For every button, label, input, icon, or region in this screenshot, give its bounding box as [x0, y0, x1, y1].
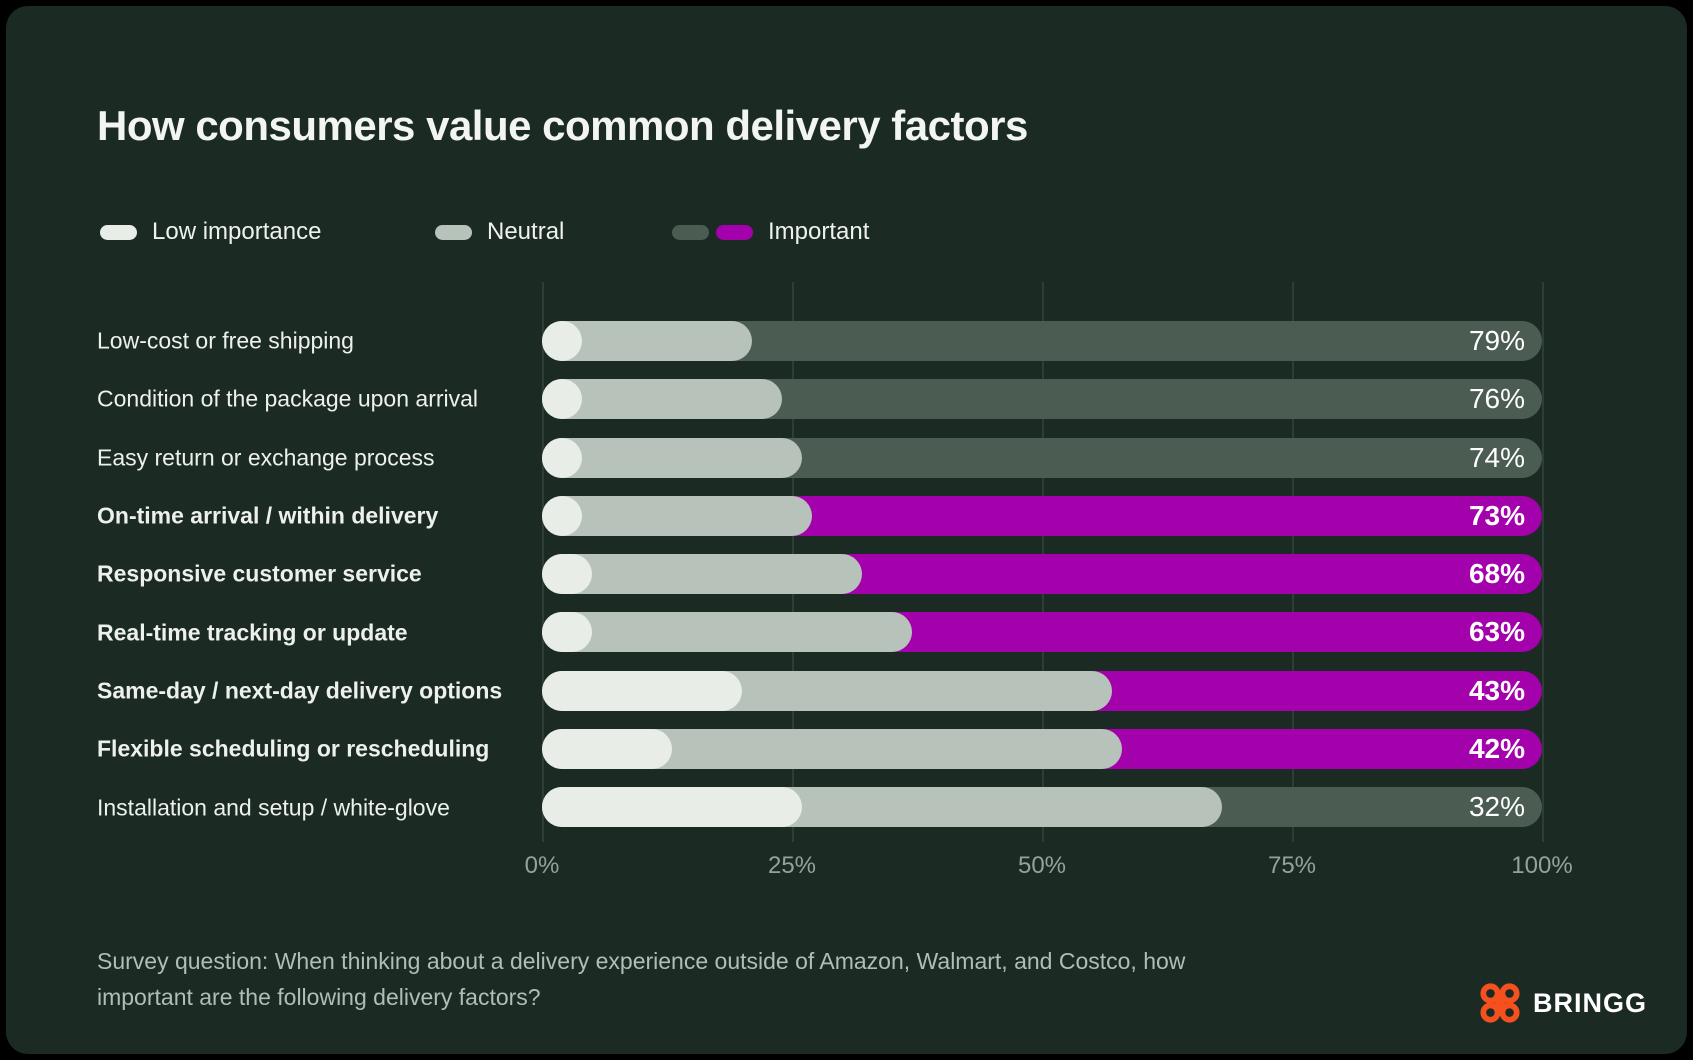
- x-axis-tick-label: 75%: [1267, 852, 1317, 879]
- chart-row: Low-cost or free shipping 79%: [97, 312, 1542, 370]
- segment-neutral: [542, 437, 802, 478]
- important-value-label: 73%: [1468, 499, 1525, 531]
- legend-item-neutral: Neutral: [435, 218, 564, 246]
- x-axis-tick-label: 50%: [1017, 852, 1067, 879]
- important-value-label: 32%: [1468, 791, 1525, 823]
- gridline: [542, 282, 544, 842]
- category-label: Installation and setup / white-glove: [97, 794, 450, 821]
- legend-label: Low importance: [152, 218, 322, 245]
- survey-question-note: Survey question: When thinking about a d…: [97, 948, 1186, 1010]
- stacked-bar: 73%: [542, 495, 1542, 536]
- segment-low-importance: [542, 495, 582, 536]
- chart-rows: Low-cost or free shipping 79% Condition of…: [97, 312, 1542, 837]
- chart-row: Same-day / next-day delivery options 43%: [97, 662, 1542, 720]
- stacked-bar: 43%: [542, 670, 1542, 711]
- segment-low-importance: [542, 321, 582, 361]
- chart-row: Installation and setup / white-glove 32%: [97, 778, 1542, 836]
- chart-row: Easy return or exchange process 74%: [97, 429, 1542, 487]
- x-axis-tick-label: 25%: [767, 852, 817, 879]
- important-value-label: 63%: [1468, 616, 1525, 648]
- segment-low-importance: [542, 379, 582, 420]
- chart-row: Real-time tracking or update 63%: [97, 603, 1542, 661]
- segment-low-importance: [542, 554, 592, 595]
- legend-label: Neutral: [487, 218, 565, 245]
- stacked-bar: 32%: [542, 787, 1542, 828]
- important-value-label: 79%: [1468, 325, 1525, 356]
- important-value-label: 42%: [1468, 733, 1525, 765]
- segment-low-importance: [542, 787, 802, 828]
- category-label: Flexible scheduling or rescheduling: [97, 735, 490, 762]
- important-value-label: 43%: [1468, 674, 1525, 706]
- segment-neutral: [542, 379, 782, 420]
- legend-item-important: Important: [672, 218, 869, 246]
- segment-low-importance: [542, 729, 672, 770]
- chart-row: Responsive customer service 68%: [97, 545, 1542, 603]
- page-title: How consumers value common delivery fact…: [97, 102, 1028, 149]
- stacked-bar: 42%: [542, 729, 1542, 770]
- x-axis-tick-label: 100%: [1511, 852, 1573, 879]
- legend-item-low-importance: Low importance: [100, 218, 321, 246]
- category-label: Real-time tracking or update: [97, 619, 408, 646]
- segment-neutral: [542, 554, 862, 595]
- gridline: [1542, 282, 1544, 842]
- category-label: Low-cost or free shipping: [97, 327, 354, 354]
- important-value-label: 74%: [1468, 441, 1525, 473]
- legend-label: Important: [768, 218, 870, 245]
- chart-row: On-time arrival / within delivery 73%: [97, 487, 1542, 545]
- chart-row: Condition of the package upon arrival 76%: [97, 370, 1542, 428]
- segment-low-importance: [542, 437, 582, 478]
- legend-swatch-important-magenta: [716, 224, 753, 240]
- stacked-bar: 63%: [542, 612, 1542, 653]
- brand-name: BRINGG: [1533, 987, 1647, 1018]
- segment-neutral: [542, 612, 912, 653]
- important-value-label: 68%: [1468, 558, 1525, 590]
- stacked-bar: 68%: [542, 554, 1542, 595]
- category-label: Condition of the package upon arrival: [97, 385, 479, 412]
- legend-swatch-neutral: [435, 224, 472, 240]
- brand-logo: BRINGG: [1479, 982, 1647, 1024]
- stacked-bar: 79%: [542, 321, 1542, 361]
- x-axis-tick-label: 0%: [524, 852, 560, 879]
- legend-swatch-important-green: [672, 224, 709, 240]
- legend-swatch-low-importance: [100, 224, 137, 240]
- category-label: Responsive customer service: [97, 560, 422, 587]
- category-label: Easy return or exchange process: [97, 444, 435, 471]
- chart-row: Flexible scheduling or rescheduling 42%: [97, 720, 1542, 778]
- bringg-logo-icon: [1480, 983, 1520, 1023]
- stacked-bar: 76%: [542, 379, 1542, 420]
- stacked-bar: 74%: [542, 437, 1542, 478]
- important-value-label: 76%: [1468, 383, 1525, 415]
- category-label: Same-day / next-day delivery options: [97, 677, 503, 704]
- category-label: On-time arrival / within delivery: [97, 502, 439, 529]
- segment-low-importance: [542, 612, 592, 653]
- segment-low-importance: [542, 670, 742, 711]
- infographic-card: How consumers value common delivery fact…: [6, 6, 1687, 1054]
- segment-neutral: [542, 495, 812, 536]
